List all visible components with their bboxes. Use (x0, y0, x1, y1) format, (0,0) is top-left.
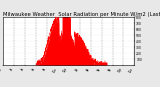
Text: Milwaukee Weather  Solar Radiation per Minute W/m2 (Last 24 Hours): Milwaukee Weather Solar Radiation per Mi… (3, 12, 160, 17)
